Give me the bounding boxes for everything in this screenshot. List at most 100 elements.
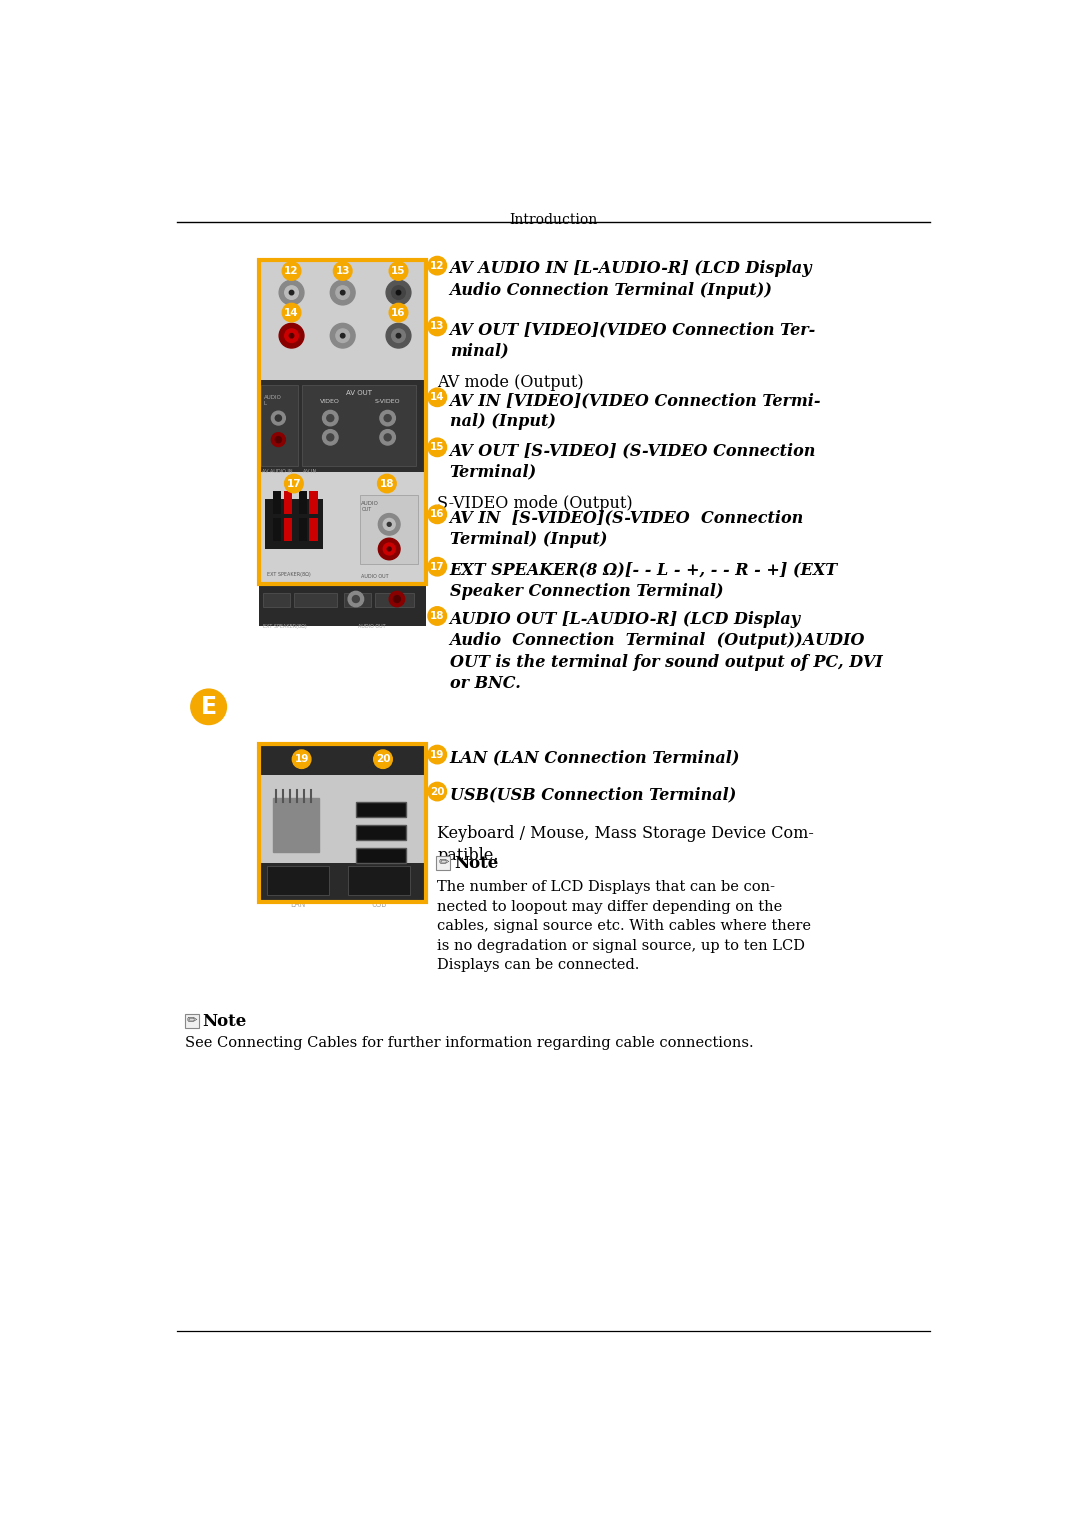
Text: 17: 17 — [286, 478, 301, 489]
Bar — [261, 385, 298, 466]
Text: 14: 14 — [430, 392, 445, 402]
Circle shape — [271, 432, 285, 446]
Text: AV IN [VIDEO](VIDEO Connection Termi-
nal) (Input): AV IN [VIDEO](VIDEO Connection Termi- na… — [449, 392, 821, 431]
Circle shape — [340, 290, 345, 295]
Text: AUDIO: AUDIO — [362, 501, 379, 507]
Text: 15: 15 — [391, 266, 406, 276]
Text: 19: 19 — [430, 750, 445, 759]
Bar — [262, 592, 291, 606]
Circle shape — [380, 411, 395, 426]
Circle shape — [374, 750, 392, 768]
Text: L: L — [264, 402, 267, 406]
Circle shape — [282, 261, 301, 281]
Bar — [356, 825, 406, 840]
Text: AV IN  [S-VIDEO](S-VIDEO  Connection
Terminal) (Input): AV IN [S-VIDEO](S-VIDEO Connection Termi… — [449, 508, 804, 548]
Circle shape — [389, 261, 408, 281]
Bar — [348, 866, 410, 895]
Bar — [259, 744, 426, 774]
Circle shape — [330, 324, 355, 348]
Text: USB: USB — [372, 899, 387, 909]
Bar — [273, 492, 282, 515]
Bar — [259, 260, 426, 583]
Bar — [259, 583, 426, 626]
Text: See Connecting Cables for further information regarding cable connections.: See Connecting Cables for further inform… — [186, 1035, 754, 1049]
Text: 13: 13 — [336, 266, 350, 276]
Circle shape — [388, 547, 391, 551]
Circle shape — [387, 324, 410, 348]
Text: AV OUT [S-VIDEO] (S-VIDEO Connection
Terminal): AV OUT [S-VIDEO] (S-VIDEO Connection Ter… — [449, 441, 816, 481]
Bar — [273, 518, 282, 541]
FancyBboxPatch shape — [436, 857, 450, 870]
Circle shape — [428, 438, 446, 457]
Circle shape — [387, 281, 410, 305]
Circle shape — [279, 281, 303, 305]
Circle shape — [285, 286, 298, 299]
Circle shape — [323, 429, 338, 444]
Text: 17: 17 — [430, 562, 445, 571]
Circle shape — [336, 328, 350, 342]
Text: VIDEO: VIDEO — [321, 399, 340, 403]
Circle shape — [275, 415, 282, 421]
Text: AUDIO OUT: AUDIO OUT — [359, 623, 386, 629]
Bar — [259, 774, 426, 863]
Text: 18: 18 — [380, 478, 394, 489]
Circle shape — [383, 544, 395, 554]
Circle shape — [284, 475, 303, 493]
Bar — [360, 495, 418, 565]
Circle shape — [271, 411, 285, 425]
Circle shape — [378, 475, 396, 493]
Text: AV AUDIO IN [L-AUDIO-R] (LCD Display
Audio Connection Terminal (Input)): AV AUDIO IN [L-AUDIO-R] (LCD Display Aud… — [449, 260, 812, 299]
Circle shape — [285, 328, 298, 342]
Circle shape — [334, 261, 352, 281]
Text: LAN (LAN Connection Terminal): LAN (LAN Connection Terminal) — [449, 750, 740, 767]
Text: LAN: LAN — [291, 899, 306, 909]
Circle shape — [428, 606, 446, 625]
Bar — [375, 592, 414, 606]
Circle shape — [428, 318, 446, 336]
Circle shape — [393, 596, 401, 603]
Text: 16: 16 — [430, 510, 445, 519]
Text: EXT SPEAKER(8 Ω)[- - L - +, - - R - +] (EXT
Speaker Connection Terminal): EXT SPEAKER(8 Ω)[- - L - +, - - R - +] (… — [449, 562, 838, 600]
Bar — [345, 592, 372, 606]
Circle shape — [289, 333, 294, 337]
Text: 12: 12 — [430, 261, 445, 270]
Bar — [267, 866, 328, 895]
Circle shape — [275, 437, 282, 443]
Text: 15: 15 — [430, 443, 445, 452]
Bar — [273, 797, 320, 852]
Bar — [309, 492, 318, 515]
Bar — [259, 260, 426, 380]
Text: OUT: OUT — [362, 507, 372, 513]
Circle shape — [279, 324, 303, 348]
Text: AUDIO OUT: AUDIO OUT — [362, 574, 389, 579]
Bar — [298, 518, 307, 541]
Circle shape — [428, 782, 446, 800]
Circle shape — [396, 290, 401, 295]
Bar — [284, 518, 293, 541]
Text: 18: 18 — [430, 611, 445, 621]
Text: AV mode (Output): AV mode (Output) — [437, 374, 584, 391]
Circle shape — [389, 304, 408, 322]
Bar — [284, 492, 293, 515]
FancyBboxPatch shape — [185, 1014, 199, 1028]
Circle shape — [389, 591, 405, 606]
Circle shape — [428, 557, 446, 576]
Circle shape — [392, 328, 405, 342]
Text: The number of LCD Displays that can be con-
nected to loopout may differ dependi: The number of LCD Displays that can be c… — [437, 880, 811, 973]
Circle shape — [327, 434, 334, 441]
Circle shape — [348, 591, 364, 606]
Text: 20: 20 — [430, 786, 445, 797]
Circle shape — [352, 596, 360, 603]
Text: AV OUT: AV OUT — [346, 391, 372, 397]
Circle shape — [380, 429, 395, 444]
Circle shape — [428, 257, 446, 275]
Bar — [298, 492, 307, 515]
Text: Note: Note — [455, 855, 499, 872]
Circle shape — [378, 513, 400, 534]
Bar — [356, 802, 406, 817]
Bar — [259, 472, 426, 583]
Bar — [301, 385, 416, 466]
Circle shape — [336, 286, 350, 299]
Text: 19: 19 — [295, 754, 309, 764]
Circle shape — [384, 434, 391, 441]
